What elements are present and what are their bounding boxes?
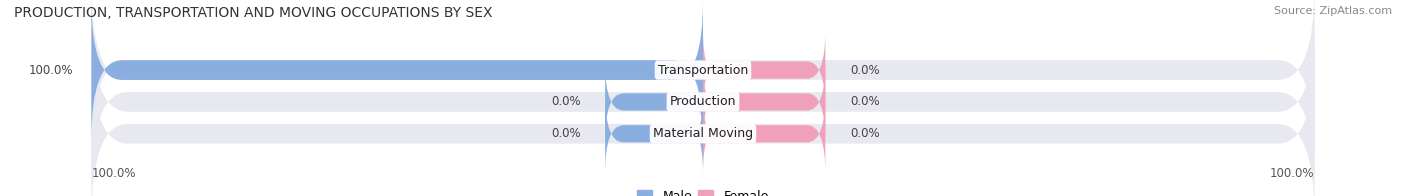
FancyBboxPatch shape xyxy=(703,63,825,141)
Text: 0.0%: 0.0% xyxy=(849,64,879,77)
Text: 0.0%: 0.0% xyxy=(849,95,879,108)
FancyBboxPatch shape xyxy=(605,95,703,173)
Text: 0.0%: 0.0% xyxy=(551,127,581,140)
Text: Transportation: Transportation xyxy=(658,64,748,77)
FancyBboxPatch shape xyxy=(91,0,703,140)
Text: Material Moving: Material Moving xyxy=(652,127,754,140)
Text: Source: ZipAtlas.com: Source: ZipAtlas.com xyxy=(1274,6,1392,16)
Text: 0.0%: 0.0% xyxy=(849,127,879,140)
Text: Production: Production xyxy=(669,95,737,108)
FancyBboxPatch shape xyxy=(703,31,825,109)
FancyBboxPatch shape xyxy=(605,63,703,141)
Text: 100.0%: 100.0% xyxy=(1270,167,1315,180)
Text: 0.0%: 0.0% xyxy=(551,95,581,108)
FancyBboxPatch shape xyxy=(703,95,825,173)
Text: PRODUCTION, TRANSPORTATION AND MOVING OCCUPATIONS BY SEX: PRODUCTION, TRANSPORTATION AND MOVING OC… xyxy=(14,6,492,20)
FancyBboxPatch shape xyxy=(91,0,1315,156)
Text: 100.0%: 100.0% xyxy=(28,64,73,77)
FancyBboxPatch shape xyxy=(91,16,1315,188)
Text: 100.0%: 100.0% xyxy=(91,167,136,180)
Legend: Male, Female: Male, Female xyxy=(637,190,769,196)
FancyBboxPatch shape xyxy=(91,48,1315,196)
